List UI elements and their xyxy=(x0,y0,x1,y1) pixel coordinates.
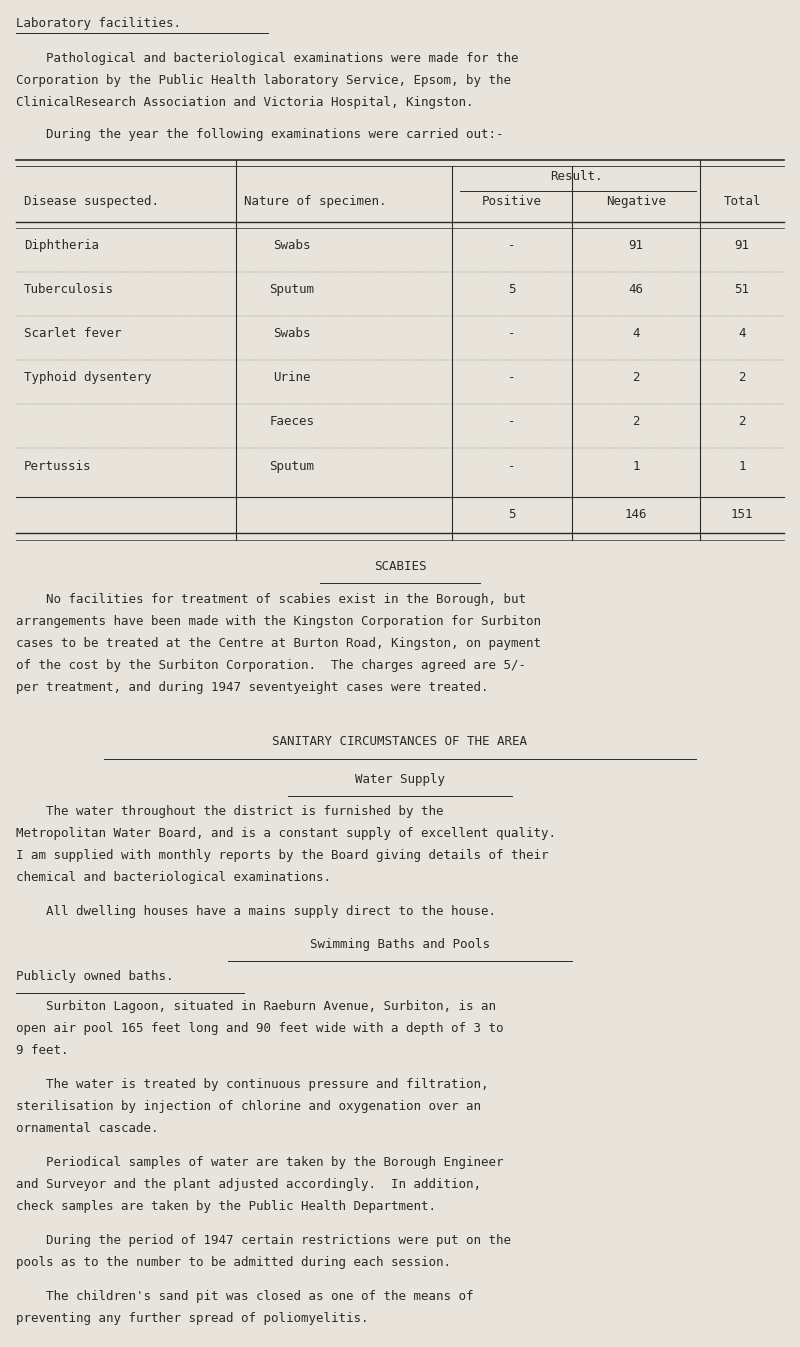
Text: Faeces: Faeces xyxy=(270,415,314,428)
Text: 4: 4 xyxy=(738,327,746,341)
Text: pools as to the number to be admitted during each session.: pools as to the number to be admitted du… xyxy=(16,1255,451,1269)
Text: No facilities for treatment of scabies exist in the Borough, but: No facilities for treatment of scabies e… xyxy=(16,593,526,606)
Text: 5: 5 xyxy=(508,283,516,296)
Text: arrangements have been made with the Kingston Corporation for Surbiton: arrangements have been made with the Kin… xyxy=(16,614,541,628)
Text: Typhoid dysentery: Typhoid dysentery xyxy=(24,372,151,384)
Text: The children's sand pit was closed as one of the means of: The children's sand pit was closed as on… xyxy=(16,1289,474,1303)
Text: 5: 5 xyxy=(508,508,516,521)
Text: ornamental cascade.: ornamental cascade. xyxy=(16,1122,158,1136)
Text: -: - xyxy=(508,415,516,428)
Text: Publicly owned baths.: Publicly owned baths. xyxy=(16,970,174,983)
Text: Corporation by the Public Health laboratory Service, Epsom, by the: Corporation by the Public Health laborat… xyxy=(16,74,511,88)
Text: of the cost by the Surbiton Corporation.  The charges agreed are 5/-: of the cost by the Surbiton Corporation.… xyxy=(16,659,526,672)
Text: Result.: Result. xyxy=(550,170,602,183)
Text: 146: 146 xyxy=(625,508,647,521)
Text: chemical and bacteriological examinations.: chemical and bacteriological examination… xyxy=(16,872,331,885)
Text: ClinicalResearch Association and Victoria Hospital, Kingston.: ClinicalResearch Association and Victori… xyxy=(16,97,474,109)
Text: Negative: Negative xyxy=(606,195,666,209)
Text: During the year the following examinations were carried out:-: During the year the following examinatio… xyxy=(16,128,503,141)
Text: and Surveyor and the plant adjusted accordingly.  In addition,: and Surveyor and the plant adjusted acco… xyxy=(16,1179,481,1191)
Text: open air pool 165 feet long and 90 feet wide with a depth of 3 to: open air pool 165 feet long and 90 feet … xyxy=(16,1022,503,1036)
Text: -: - xyxy=(508,372,516,384)
Text: The water is treated by continuous pressure and filtration,: The water is treated by continuous press… xyxy=(16,1078,489,1091)
Text: Scarlet fever: Scarlet fever xyxy=(24,327,122,341)
Text: 2: 2 xyxy=(632,415,640,428)
Text: Disease suspected.: Disease suspected. xyxy=(24,195,159,209)
Text: cases to be treated at the Centre at Burton Road, Kingston, on payment: cases to be treated at the Centre at Bur… xyxy=(16,637,541,649)
Text: Pertussis: Pertussis xyxy=(24,459,91,473)
Text: 91: 91 xyxy=(629,238,643,252)
Text: Pathological and bacteriological examinations were made for the: Pathological and bacteriological examina… xyxy=(16,53,518,65)
Text: Sputum: Sputum xyxy=(270,459,314,473)
Text: Laboratory facilities.: Laboratory facilities. xyxy=(16,18,181,31)
Text: sterilisation by injection of chlorine and oxygenation over an: sterilisation by injection of chlorine a… xyxy=(16,1100,481,1113)
Text: Swimming Baths and Pools: Swimming Baths and Pools xyxy=(310,938,490,951)
Text: All dwelling houses have a mains supply direct to the house.: All dwelling houses have a mains supply … xyxy=(16,905,496,919)
Text: 151: 151 xyxy=(730,508,754,521)
Text: 46: 46 xyxy=(629,283,643,296)
Text: Metropolitan Water Board, and is a constant supply of excellent quality.: Metropolitan Water Board, and is a const… xyxy=(16,827,556,841)
Text: per treatment, and during 1947 seventyeight cases were treated.: per treatment, and during 1947 seventyei… xyxy=(16,680,489,694)
Text: -: - xyxy=(508,459,516,473)
Text: Sputum: Sputum xyxy=(270,283,314,296)
Text: I am supplied with monthly reports by the Board giving details of their: I am supplied with monthly reports by th… xyxy=(16,850,549,862)
Text: SANITARY CIRCUMSTANCES OF THE AREA: SANITARY CIRCUMSTANCES OF THE AREA xyxy=(273,735,527,749)
Text: Swabs: Swabs xyxy=(274,238,310,252)
Text: preventing any further spread of poliomyelitis.: preventing any further spread of poliomy… xyxy=(16,1312,369,1324)
Text: 2: 2 xyxy=(738,372,746,384)
Text: 1: 1 xyxy=(738,459,746,473)
Text: -: - xyxy=(508,238,516,252)
Text: Total: Total xyxy=(723,195,761,209)
Text: Diphtheria: Diphtheria xyxy=(24,238,99,252)
Text: 2: 2 xyxy=(632,372,640,384)
Text: Positive: Positive xyxy=(482,195,542,209)
Text: 91: 91 xyxy=(734,238,750,252)
Text: During the period of 1947 certain restrictions were put on the: During the period of 1947 certain restri… xyxy=(16,1234,511,1247)
Text: Water Supply: Water Supply xyxy=(355,773,445,785)
Text: 9 feet.: 9 feet. xyxy=(16,1044,69,1057)
Text: The water throughout the district is furnished by the: The water throughout the district is fur… xyxy=(16,806,443,818)
Text: 51: 51 xyxy=(734,283,750,296)
Text: 4: 4 xyxy=(632,327,640,341)
Text: Periodical samples of water are taken by the Borough Engineer: Periodical samples of water are taken by… xyxy=(16,1156,503,1169)
Text: 1: 1 xyxy=(632,459,640,473)
Text: check samples are taken by the Public Health Department.: check samples are taken by the Public He… xyxy=(16,1200,436,1214)
Text: Nature of specimen.: Nature of specimen. xyxy=(244,195,386,209)
Text: Tuberculosis: Tuberculosis xyxy=(24,283,114,296)
Text: Urine: Urine xyxy=(274,372,310,384)
Text: 2: 2 xyxy=(738,415,746,428)
Text: SCABIES: SCABIES xyxy=(374,560,426,572)
Text: -: - xyxy=(508,327,516,341)
Text: Swabs: Swabs xyxy=(274,327,310,341)
Text: Surbiton Lagoon, situated in Raeburn Avenue, Surbiton, is an: Surbiton Lagoon, situated in Raeburn Ave… xyxy=(16,1001,496,1013)
